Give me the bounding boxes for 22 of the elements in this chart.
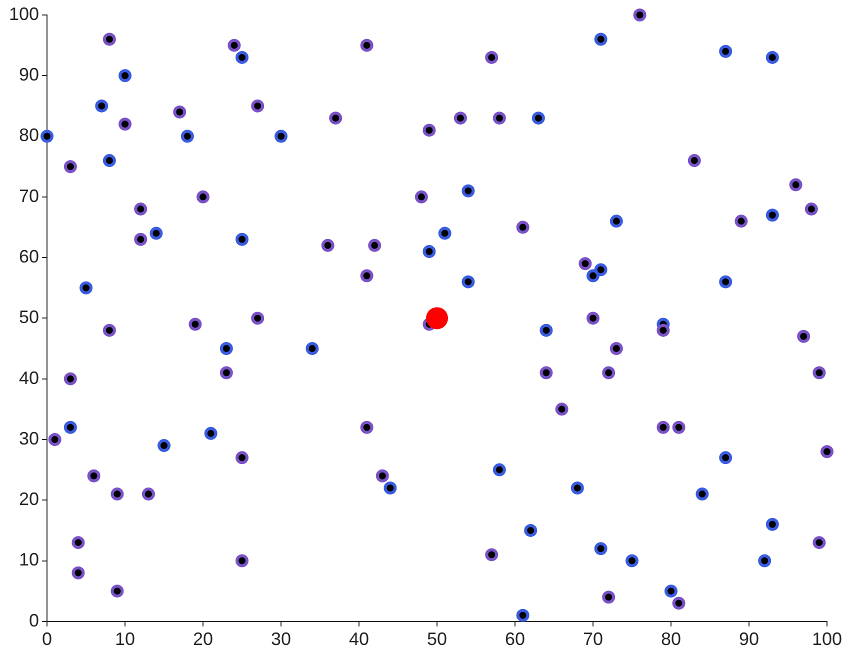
x-tick-label: 20 [193,629,214,650]
x-tick-label: 50 [427,629,448,650]
x-tick-label: 60 [504,629,526,650]
y-tick-label: 0 [29,610,40,630]
x-tick-label: 0 [42,629,52,650]
x-tick-label: 100 [812,629,842,650]
x-tick-label: 90 [738,629,760,650]
y-tick-label: 30 [19,428,40,448]
y-tick-label: 50 [19,307,40,328]
x-tick-label: 80 [660,629,682,650]
y-tick-label: 20 [19,489,40,510]
x-tick-label: 10 [115,629,136,650]
x-tick-label: 30 [271,629,292,650]
x-tick-label: 40 [349,629,370,650]
y-tick-label: 60 [19,246,40,267]
y-tick-label: 40 [19,368,40,388]
y-tick-label: 100 [8,4,40,24]
y-tick-label: 10 [19,550,40,570]
y-tick-label: 90 [19,64,40,85]
x-tick-label: 70 [582,629,604,650]
y-tick-label: 70 [19,186,40,206]
y-tick-label: 80 [19,125,40,146]
